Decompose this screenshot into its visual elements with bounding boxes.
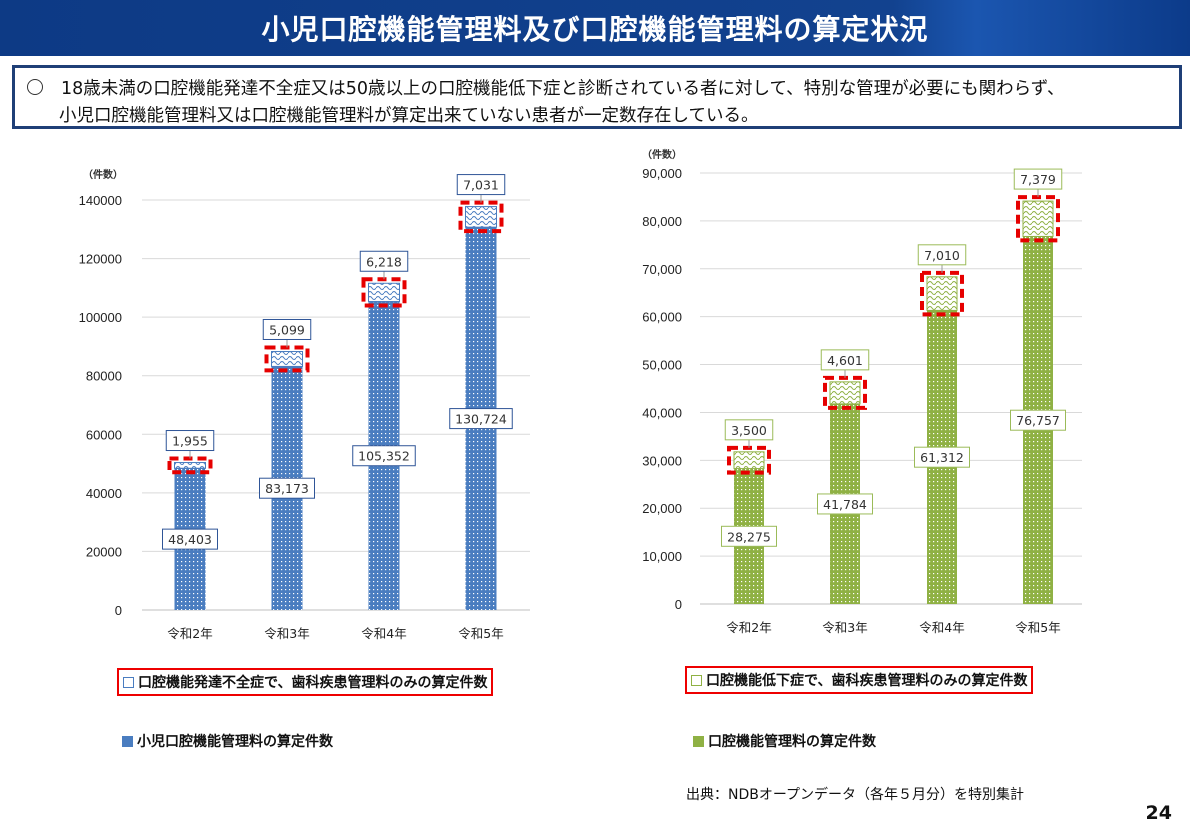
y-tick-label: 50,000 (642, 358, 682, 373)
data-label-box (359, 250, 409, 272)
data-label-box (917, 244, 967, 266)
data-label-highlight: 5,099 (269, 322, 305, 337)
data-label-box (914, 446, 970, 468)
data-label-main: 83,173 (265, 481, 309, 496)
bar-segment-highlight (465, 206, 497, 228)
y-tick-label: 30,000 (642, 453, 682, 468)
data-label-box (449, 408, 513, 430)
bullet-circle-icon (27, 79, 43, 95)
y-tick-label: 20,000 (642, 501, 682, 516)
data-label-highlight: 4,601 (827, 353, 863, 368)
y-tick-label: 120000 (79, 252, 122, 267)
data-label-main: 28,275 (727, 529, 771, 544)
data-label-highlight: 6,218 (366, 254, 402, 269)
legend-swatch-waves (123, 676, 134, 688)
x-tick-label: 令和4年 (361, 626, 406, 641)
y-tick-label: 100000 (79, 310, 122, 325)
data-label-main: 61,312 (920, 450, 964, 465)
legend-item-right-main: 口腔機能管理料の算定件数 (693, 731, 876, 751)
y-tick-label: 80,000 (642, 214, 682, 229)
bar-segment-highlight (1022, 200, 1054, 237)
legend-item-left-highlight: 口腔機能発達不全症で、歯科疾患管理料のみの算定件数 (117, 668, 494, 696)
y-tick-label: 20000 (86, 544, 122, 559)
x-tick-label: 令和3年 (822, 620, 867, 635)
data-label-highlight: 7,031 (463, 178, 499, 193)
data-label-main: 76,757 (1016, 413, 1060, 428)
bar-segment-highlight (829, 381, 861, 405)
data-label-box (721, 525, 777, 547)
data-label-highlight: 7,379 (1020, 172, 1056, 187)
bar-segment-highlight (368, 282, 400, 302)
data-label-box (820, 349, 870, 371)
y-tick-label: 40,000 (642, 405, 682, 420)
data-label-box (262, 318, 312, 340)
y-tick-label: 70,000 (642, 262, 682, 277)
bar-segment-highlight (174, 462, 206, 469)
summary-line-1: 18歳未満の口腔機能発達不全症又は50歳以上の口腔機能低下症と診断されている者に… (61, 79, 1065, 99)
legend-item-left-main: 小児口腔機能管理料の算定件数 (122, 731, 333, 751)
data-label-main: 41,784 (823, 497, 867, 512)
x-tick-label: 令和5年 (1015, 620, 1060, 635)
bar-segment-highlight (271, 350, 303, 367)
page-title: 小児口腔機能管理料及び口腔機能管理料の算定状況 (261, 13, 929, 46)
data-label-box (352, 445, 416, 467)
y-tick-label: 140000 (79, 193, 122, 208)
legend-swatch-waves (691, 674, 702, 686)
x-tick-label: 令和3年 (264, 626, 309, 641)
y-tick-label: 60000 (86, 427, 122, 442)
legend-item-right-highlight: 口腔機能低下症で、歯科疾患管理料のみの算定件数 (685, 666, 1034, 694)
y-tick-label: 80000 (86, 369, 122, 384)
x-tick-label: 令和5年 (458, 626, 503, 641)
data-label-highlight: 3,500 (731, 423, 767, 438)
data-label-box (724, 419, 774, 441)
data-label-highlight: 1,955 (172, 434, 208, 449)
data-label-box (165, 430, 215, 452)
y-tick-label: 60,000 (642, 310, 682, 325)
legend-swatch-dots (122, 735, 133, 747)
data-label-box (1010, 409, 1066, 431)
data-label-main: 48,403 (168, 532, 212, 547)
y-tick-label: 0 (115, 603, 122, 618)
y-tick-label: 40000 (86, 486, 122, 501)
data-label-highlight: 7,010 (924, 248, 960, 263)
y-unit-label: （件数） (642, 148, 682, 161)
y-tick-label: 10,000 (642, 549, 682, 564)
x-tick-label: 令和4年 (919, 620, 964, 635)
data-label-box (456, 174, 506, 196)
x-tick-label: 令和2年 (167, 626, 212, 641)
y-unit-label: （件数） (83, 168, 123, 181)
y-tick-label: 90,000 (642, 166, 682, 181)
x-tick-label: 令和2年 (726, 620, 771, 635)
data-label-box (817, 493, 873, 515)
y-tick-label: 0 (675, 597, 682, 612)
summary-box: 18歳未満の口腔機能発達不全症又は50歳以上の口腔機能低下症と診断されている者に… (12, 65, 1182, 129)
bar-segment-highlight (926, 276, 958, 311)
legend-swatch-dots (693, 735, 704, 747)
page-number: 24 (1145, 802, 1172, 824)
data-label-main: 130,724 (455, 412, 507, 427)
data-label-box (162, 528, 218, 550)
bar-segment-highlight (733, 451, 765, 470)
data-label-box (259, 477, 315, 499)
data-label-box (1013, 168, 1063, 190)
data-label-main: 105,352 (358, 449, 410, 464)
header-bar: 小児口腔機能管理料及び口腔機能管理料の算定状況 (0, 0, 1190, 56)
source-note: 出典：NDBオープンデータ（各年５月分）を特別集計 (686, 787, 1025, 803)
summary-line-2: 小児口腔機能管理料又は口腔機能管理料が算定出来ていない患者が一定数存在している。 (59, 106, 759, 126)
